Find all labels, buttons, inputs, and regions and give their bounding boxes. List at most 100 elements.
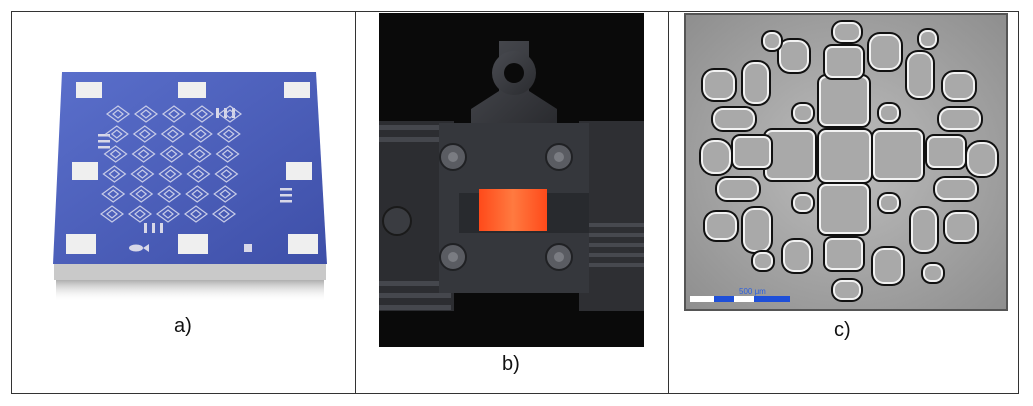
pattern-island bbox=[909, 206, 939, 254]
pattern-island bbox=[937, 106, 983, 132]
electrode-diamond-inner bbox=[138, 129, 151, 139]
electrode-diamond bbox=[101, 185, 126, 203]
electrode-diamond bbox=[188, 125, 213, 143]
electrode-diamond-inner bbox=[163, 189, 176, 199]
electrode-diamond-inner bbox=[137, 149, 150, 159]
electrode-diamond bbox=[131, 145, 156, 163]
electrode-diamond-inner bbox=[194, 129, 207, 139]
caption-b: b) bbox=[502, 353, 520, 375]
electrode-diamond bbox=[130, 165, 155, 183]
contact-pads bbox=[66, 82, 318, 254]
micrograph: 500 μm bbox=[684, 13, 1008, 311]
electrode-diamond bbox=[183, 205, 209, 223]
pattern-island bbox=[731, 134, 773, 170]
panel-a: a) bbox=[12, 12, 356, 393]
pattern-island bbox=[823, 44, 865, 80]
electrode-diamond-inner bbox=[196, 109, 208, 119]
electrode-diamond bbox=[157, 185, 182, 203]
electrode-diamond bbox=[102, 165, 127, 183]
electrode-diamond bbox=[99, 205, 125, 223]
panel-c: 500 μm c) bbox=[669, 12, 1018, 393]
pattern-island bbox=[917, 28, 939, 50]
electrode-diamond bbox=[185, 185, 210, 203]
electrode-diamond bbox=[187, 145, 212, 163]
pattern-island bbox=[699, 138, 733, 176]
pattern-island bbox=[763, 128, 817, 182]
pattern-island bbox=[831, 20, 863, 44]
scale-bar: 500 μm bbox=[690, 287, 790, 302]
electrode-diamond-inner bbox=[106, 209, 118, 219]
pattern-island bbox=[817, 128, 873, 184]
electrode-diamond bbox=[158, 165, 183, 183]
pattern-island bbox=[791, 192, 815, 214]
electrode-diamond bbox=[215, 145, 240, 163]
pattern-island bbox=[831, 278, 863, 302]
electrode-diamond bbox=[159, 145, 184, 163]
scale-bar-label: 500 μm bbox=[739, 287, 766, 296]
electrode-diamond bbox=[213, 185, 238, 203]
electrode-diamond bbox=[155, 205, 181, 223]
pattern-island bbox=[777, 38, 811, 74]
electrode-diamond bbox=[129, 185, 154, 203]
electrode-diamond-inner bbox=[109, 149, 122, 159]
pattern-island bbox=[941, 70, 977, 102]
panel-b: b) bbox=[356, 12, 669, 393]
pattern-island bbox=[943, 210, 979, 244]
electrode-diamond bbox=[127, 205, 153, 223]
pattern-island bbox=[965, 140, 999, 178]
electrode-diamond-inner bbox=[112, 109, 124, 119]
electrode-diamond-inner bbox=[190, 209, 202, 219]
pattern-island bbox=[933, 176, 979, 202]
pattern-island bbox=[817, 182, 871, 236]
pattern-island bbox=[905, 50, 935, 100]
pattern-island bbox=[925, 134, 967, 170]
pattern-island bbox=[751, 250, 775, 272]
electrode-diamond-inner bbox=[221, 149, 234, 159]
electrode-diamond-inner bbox=[108, 169, 121, 179]
pattern-islands bbox=[699, 20, 999, 302]
figure-table: a) bbox=[11, 11, 1019, 394]
electrode-diamond-inner bbox=[192, 169, 205, 179]
pattern-island bbox=[871, 128, 925, 182]
electrode-diamond-inner bbox=[110, 129, 123, 139]
electrode-diamond bbox=[132, 125, 157, 143]
electrode-diamond bbox=[186, 165, 211, 183]
electrode-diamond-inner bbox=[218, 209, 230, 219]
electrode-diamond-inner bbox=[191, 189, 204, 199]
pattern-island bbox=[867, 32, 903, 72]
electrode-diamond-inner bbox=[168, 109, 180, 119]
electrode-diamond-inner bbox=[135, 189, 148, 199]
electrode-diamond bbox=[211, 205, 237, 223]
caption-a: a) bbox=[174, 315, 192, 337]
pattern-island bbox=[741, 60, 771, 106]
electrode-diamond bbox=[105, 105, 131, 123]
pattern-island bbox=[761, 30, 783, 52]
pattern-island bbox=[877, 192, 901, 214]
electrode-diamond bbox=[133, 105, 159, 123]
chip-illustration bbox=[40, 68, 340, 308]
pattern-island bbox=[711, 106, 757, 132]
electrode-array bbox=[99, 105, 243, 223]
electrode-diamond-inner bbox=[162, 209, 174, 219]
electrode-diamond-inner bbox=[193, 149, 206, 159]
electrode-diamond-inner bbox=[219, 189, 232, 199]
electrode-diamond-inner bbox=[107, 189, 120, 199]
pattern-island bbox=[871, 246, 905, 286]
pattern-island bbox=[781, 238, 813, 274]
electrode-diamond bbox=[217, 105, 243, 123]
pattern-island bbox=[791, 102, 815, 124]
electrode-diamond bbox=[104, 125, 129, 143]
pattern-island bbox=[877, 102, 901, 124]
electrode-diamond-inner bbox=[224, 109, 236, 119]
electrode-diamond-inner bbox=[220, 169, 233, 179]
pattern-island bbox=[921, 262, 945, 284]
electrode-diamond-inner bbox=[222, 129, 235, 139]
electrode-diamond-inner bbox=[140, 109, 152, 119]
pattern-island bbox=[715, 176, 761, 202]
electrode-diamond bbox=[189, 105, 215, 123]
glowing-sample bbox=[479, 189, 547, 231]
electrode-diamond-inner bbox=[136, 169, 149, 179]
heater-fixture-photo bbox=[379, 13, 644, 347]
electrode-diamond bbox=[160, 125, 185, 143]
electrode-diamond bbox=[161, 105, 187, 123]
